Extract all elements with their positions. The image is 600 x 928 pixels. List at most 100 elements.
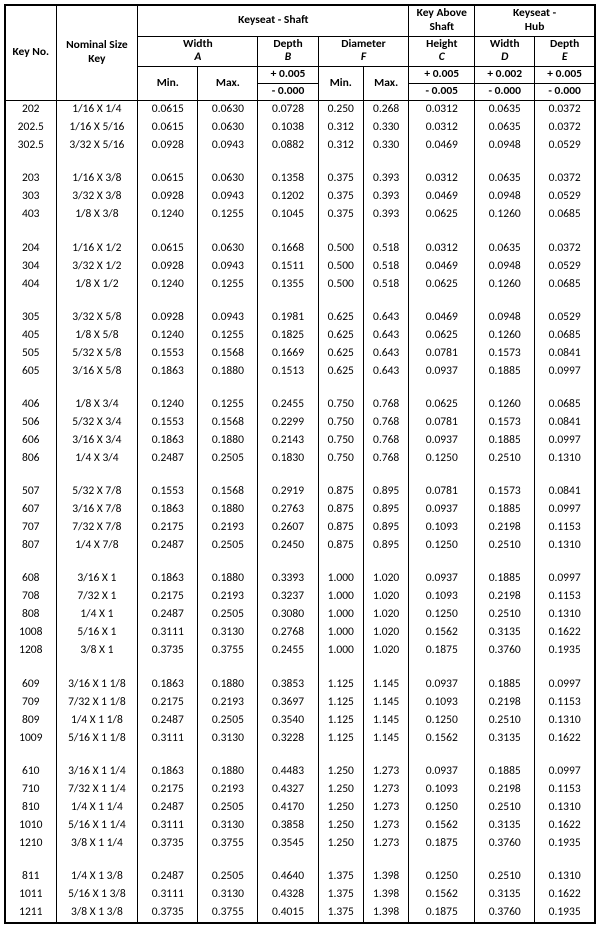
cell-ax: 0.3130: [198, 624, 258, 642]
table-row: 10105/16 X 1 1/40.31110.31300.38581.2501…: [5, 817, 595, 835]
cell-ax: 0.3130: [198, 817, 258, 835]
cell-fm: 1.250: [318, 817, 363, 835]
cell-k: 302.5: [5, 137, 56, 155]
cell-b: 0.2299: [258, 414, 318, 432]
cell-ax: 0.3130: [198, 729, 258, 747]
cell-d: 0.0948: [475, 308, 535, 326]
cell-e: 0.0997: [535, 570, 595, 588]
cell-fx: 0.768: [363, 450, 408, 468]
cell-c: 0.0781: [409, 344, 475, 362]
cell-c: 0.0937: [409, 675, 475, 693]
cell-fx: 0.518: [363, 239, 408, 257]
cell-e: 0.0372: [535, 119, 595, 137]
cell-fm: 1.125: [318, 711, 363, 729]
cell-d: 0.2510: [475, 868, 535, 886]
cell-ax: 0.1880: [198, 675, 258, 693]
cell-am: 0.1863: [138, 675, 198, 693]
cell-k: 811: [5, 868, 56, 886]
cell-am: 0.1863: [138, 763, 198, 781]
cell-n: 5/32 X 7/8: [56, 483, 138, 501]
cell-fx: 0.768: [363, 396, 408, 414]
cell-e: 0.1622: [535, 817, 595, 835]
cell-k: 505: [5, 344, 56, 362]
cell-am: 0.2175: [138, 693, 198, 711]
cell-e: 0.0841: [535, 483, 595, 501]
cell-c: 0.0937: [409, 763, 475, 781]
cell-d: 0.2510: [475, 606, 535, 624]
cell-b: 0.1355: [258, 275, 318, 293]
cell-c: 0.0312: [409, 100, 475, 119]
cell-ax: 0.2193: [198, 693, 258, 711]
table-row: 6063/16 X 3/40.18630.18800.21430.7500.76…: [5, 432, 595, 450]
cell-ax: 0.2193: [198, 781, 258, 799]
cell-fx: 1.273: [363, 781, 408, 799]
cell-fx: 0.768: [363, 432, 408, 450]
cell-ax: 0.2505: [198, 799, 258, 817]
hdr-b-p: + 0.005: [258, 67, 318, 84]
cell-ax: 0.1880: [198, 501, 258, 519]
cell-n: 1/8 X 5/8: [56, 326, 138, 344]
cell-d: 0.1885: [475, 432, 535, 450]
cell-d: 0.3135: [475, 624, 535, 642]
cell-e: 0.0685: [535, 275, 595, 293]
cell-n: 1/4 X 1: [56, 606, 138, 624]
table-row: 8061/4 X 3/40.24870.25050.18300.7500.768…: [5, 450, 595, 468]
cell-k: 810: [5, 799, 56, 817]
cell-c: 0.0937: [409, 501, 475, 519]
cell-d: 0.0948: [475, 257, 535, 275]
cell-e: 0.1153: [535, 588, 595, 606]
cell-e: 0.1310: [535, 537, 595, 555]
cell-k: 710: [5, 781, 56, 799]
cell-am: 0.0615: [138, 119, 198, 137]
cell-fx: 1.145: [363, 693, 408, 711]
cell-e: 0.1935: [535, 642, 595, 660]
cell-k: 403: [5, 206, 56, 224]
cell-ax: 0.1568: [198, 483, 258, 501]
cell-b: 0.3853: [258, 675, 318, 693]
cell-b: 0.1045: [258, 206, 318, 224]
spacer-row: [5, 224, 595, 239]
cell-fx: 1.398: [363, 904, 408, 923]
cell-ax: 0.2193: [198, 588, 258, 606]
cell-c: 0.0625: [409, 396, 475, 414]
cell-fx: 0.895: [363, 501, 408, 519]
cell-n: 1/16 X 5/16: [56, 119, 138, 137]
cell-k: 1211: [5, 904, 56, 923]
cell-ax: 0.1880: [198, 763, 258, 781]
cell-e: 0.0529: [535, 257, 595, 275]
cell-fm: 0.500: [318, 257, 363, 275]
spacer-row: [5, 380, 595, 395]
cell-fm: 1.125: [318, 693, 363, 711]
cell-fm: 1.000: [318, 642, 363, 660]
cell-c: 0.0625: [409, 326, 475, 344]
cell-k: 202.5: [5, 119, 56, 137]
hdr-d-p: + 0.002: [475, 67, 535, 84]
hdr-e-m: - 0.000: [535, 83, 595, 100]
cell-am: 0.1240: [138, 275, 198, 293]
cell-fm: 1.250: [318, 799, 363, 817]
cell-e: 0.1153: [535, 519, 595, 537]
cell-n: 5/32 X 5/8: [56, 344, 138, 362]
cell-ax: 0.1255: [198, 275, 258, 293]
cell-e: 0.1935: [535, 835, 595, 853]
cell-fx: 0.643: [363, 326, 408, 344]
cell-b: 0.4640: [258, 868, 318, 886]
cell-am: 0.1863: [138, 570, 198, 588]
table-row: 12113/8 X 1 3/80.37350.37550.40151.3751.…: [5, 904, 595, 923]
cell-c: 0.0469: [409, 257, 475, 275]
cell-fx: 1.398: [363, 886, 408, 904]
table-row: 8091/4 X 1 1/80.24870.25050.35401.1251.1…: [5, 711, 595, 729]
hdr-key-above: Key Above Shaft: [409, 5, 475, 36]
cell-k: 608: [5, 570, 56, 588]
cell-k: 203: [5, 170, 56, 188]
cell-n: 1/8 X 1/2: [56, 275, 138, 293]
cell-b: 0.3697: [258, 693, 318, 711]
table-row: 2041/16 X 1/20.06150.06300.16680.5000.51…: [5, 239, 595, 257]
cell-ax: 0.3755: [198, 904, 258, 923]
cell-b: 0.3228: [258, 729, 318, 747]
table-row: 302.53/32 X 5/160.09280.09430.08820.3120…: [5, 137, 595, 155]
cell-am: 0.2487: [138, 711, 198, 729]
cell-am: 0.1553: [138, 344, 198, 362]
hdr-b-m: - 0.000: [258, 83, 318, 100]
cell-e: 0.1310: [535, 711, 595, 729]
